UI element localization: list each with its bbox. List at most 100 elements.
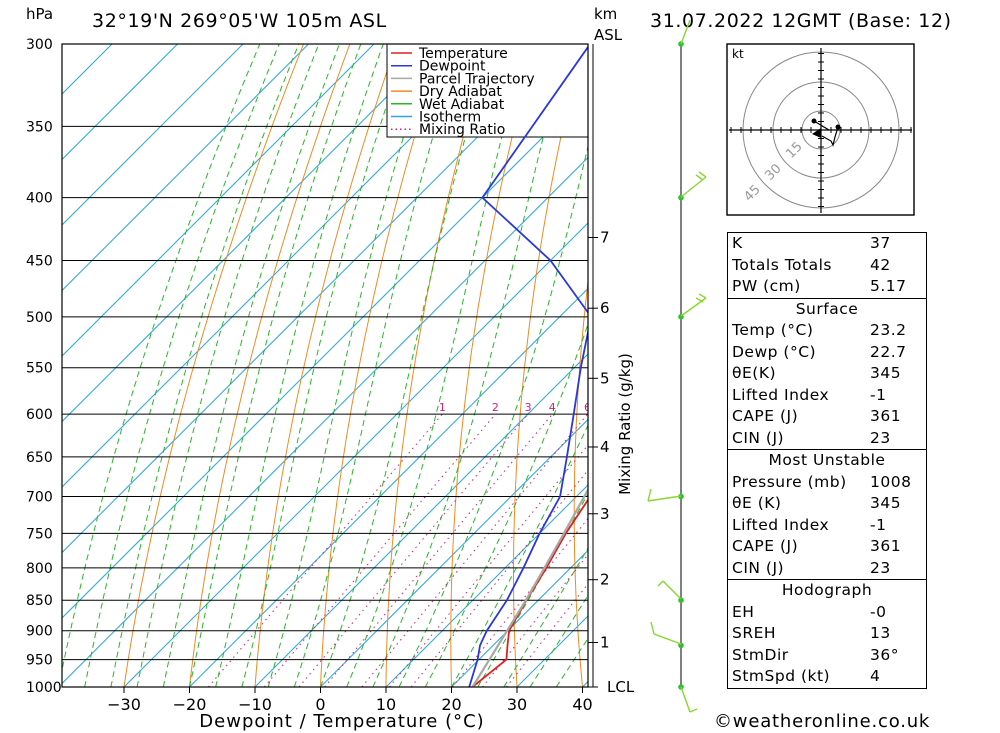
stats-label: EH xyxy=(732,602,755,621)
pressure-tick-label: 300 xyxy=(26,37,53,53)
wind-barb xyxy=(698,171,707,178)
stats-label: K xyxy=(732,234,743,252)
isotherm-line xyxy=(62,44,178,161)
stats-label: Lifted Index xyxy=(732,515,830,534)
x-tick-label: 0 xyxy=(315,695,325,714)
km-tick-label: 6 xyxy=(600,299,610,317)
legend-label: Temperature xyxy=(418,46,508,62)
mixing-ratio-label: 1 xyxy=(439,401,446,414)
hodograph-trace xyxy=(821,126,839,147)
stats-row: CIN (J) 23 xyxy=(728,428,926,450)
mixing-ratio-label: 20 xyxy=(694,401,708,414)
isotherm-line xyxy=(62,44,506,488)
wind-barbs-column xyxy=(647,19,707,713)
wet-adiabat-line xyxy=(267,44,434,687)
wind-barb xyxy=(695,174,704,181)
wind-barb xyxy=(680,297,707,317)
stats-value: 345 xyxy=(870,494,902,512)
indices-box: K 37 Totals Totals 42 PW (cm) 5.17 xyxy=(727,232,927,299)
stats-row: Lifted Index -1 xyxy=(728,385,926,407)
stats-label: θE (K) xyxy=(732,494,782,512)
wet-adiabat-line xyxy=(372,44,568,687)
pressure-tick-label: 650 xyxy=(26,450,53,466)
stats-label: θE(K) xyxy=(732,364,777,382)
stats-value: 42 xyxy=(870,255,891,274)
mixing-ratio-label: 3 xyxy=(525,401,532,414)
stats-label: StmDir xyxy=(732,645,789,664)
stats-value: 361 xyxy=(870,537,902,555)
legend-label: Mixing Ratio xyxy=(419,122,505,138)
stats-label: Totals Totals xyxy=(732,255,832,274)
wind-barb xyxy=(695,297,704,303)
isotherm-line xyxy=(254,353,588,687)
isotherm-line xyxy=(62,44,440,423)
isotherm-line xyxy=(62,44,113,95)
km-tick-label: 5 xyxy=(600,369,610,387)
legend-label: Wet Adiabat xyxy=(419,97,505,113)
stats-row: CIN (J) 23 xyxy=(728,558,926,580)
stats-row: Lifted Index -1 xyxy=(728,515,926,537)
wind-barb xyxy=(680,176,707,198)
pressure-tick-label: 400 xyxy=(26,191,53,207)
mixing-ratio-axis-title: Mixing Ratio (g/kg) xyxy=(616,353,634,495)
stats-label: SREH xyxy=(732,624,777,642)
stats-label: CAPE (J) xyxy=(732,407,799,425)
wind-dot xyxy=(678,597,684,604)
x-tick-label: −30 xyxy=(107,695,141,714)
x-tick-label: −20 xyxy=(173,695,207,714)
wet-adiabat-line xyxy=(451,424,588,687)
x-tick-label: 30 xyxy=(507,695,527,714)
stats-label: CAPE (J) xyxy=(732,537,799,555)
wind-barb xyxy=(680,686,691,713)
pressure-tick-label: 950 xyxy=(26,653,53,669)
mixing-ratio-line xyxy=(451,517,588,687)
x-tick-label: 10 xyxy=(376,695,396,714)
plot-frame xyxy=(61,43,589,688)
dry-adiabat-line xyxy=(951,44,1000,687)
mixing-ratio-label: 6 xyxy=(584,401,591,414)
stats-row: StmDir 36° xyxy=(728,645,926,667)
dry-adiabat-line xyxy=(633,44,675,687)
stats-value: 37 xyxy=(870,234,891,252)
stats-value: 36° xyxy=(870,645,899,664)
stats-panel: K 37 Totals Totals 42 PW (cm) 5.17 Surface Te… xyxy=(727,232,927,689)
km-tick-label: 1 xyxy=(600,633,610,651)
stats-value: 23 xyxy=(870,558,891,577)
wind-barb xyxy=(657,580,664,587)
stats-value: 1008 xyxy=(870,472,912,491)
stats-label: CIN (J) xyxy=(732,558,785,577)
storm-motion-marker xyxy=(812,128,821,138)
wet-adiabat-line xyxy=(84,44,280,687)
hodograph-segment xyxy=(813,120,830,131)
profiles xyxy=(468,45,588,687)
legend-label: Dewpoint xyxy=(419,59,486,75)
km-label: km xyxy=(594,5,617,23)
stats-row: θE(K) 345 xyxy=(728,363,926,385)
dry-adiabat-line xyxy=(189,44,351,687)
km-tick-label: LCL xyxy=(607,678,635,696)
wet-adiabat-line xyxy=(62,44,261,673)
stats-value: 361 xyxy=(870,407,902,425)
hodograph-title: Hodograph xyxy=(781,581,873,599)
legend-label: Isotherm xyxy=(419,110,481,126)
profile-temperature xyxy=(471,498,588,687)
hodograph-unit-label: kt xyxy=(732,47,744,61)
x-tick-label: 40 xyxy=(572,695,592,714)
stats-row: CAPE (J) 361 xyxy=(728,536,926,558)
wind-barb xyxy=(689,708,698,713)
stats-label: Lifted Index xyxy=(732,385,830,404)
km-tick-label: 7 xyxy=(600,229,610,247)
legend-box xyxy=(386,43,589,138)
isotherm-line xyxy=(320,418,588,687)
stats-row: Totals Totals 42 xyxy=(728,255,926,277)
stats-row: StmSpd (kt) 4 xyxy=(728,666,926,688)
legend-label: Parcel Trajectory xyxy=(419,71,535,87)
isotherm-line xyxy=(62,156,588,685)
wind-barb xyxy=(698,293,707,299)
stats-value: -1 xyxy=(870,515,887,534)
profile-dewpoint xyxy=(468,45,588,687)
surface-box: Surface Temp (°C) 23.2 Dewp (°C) 22.7 θE(K) 3… xyxy=(727,297,927,450)
wet-adiabat-line xyxy=(293,44,462,687)
